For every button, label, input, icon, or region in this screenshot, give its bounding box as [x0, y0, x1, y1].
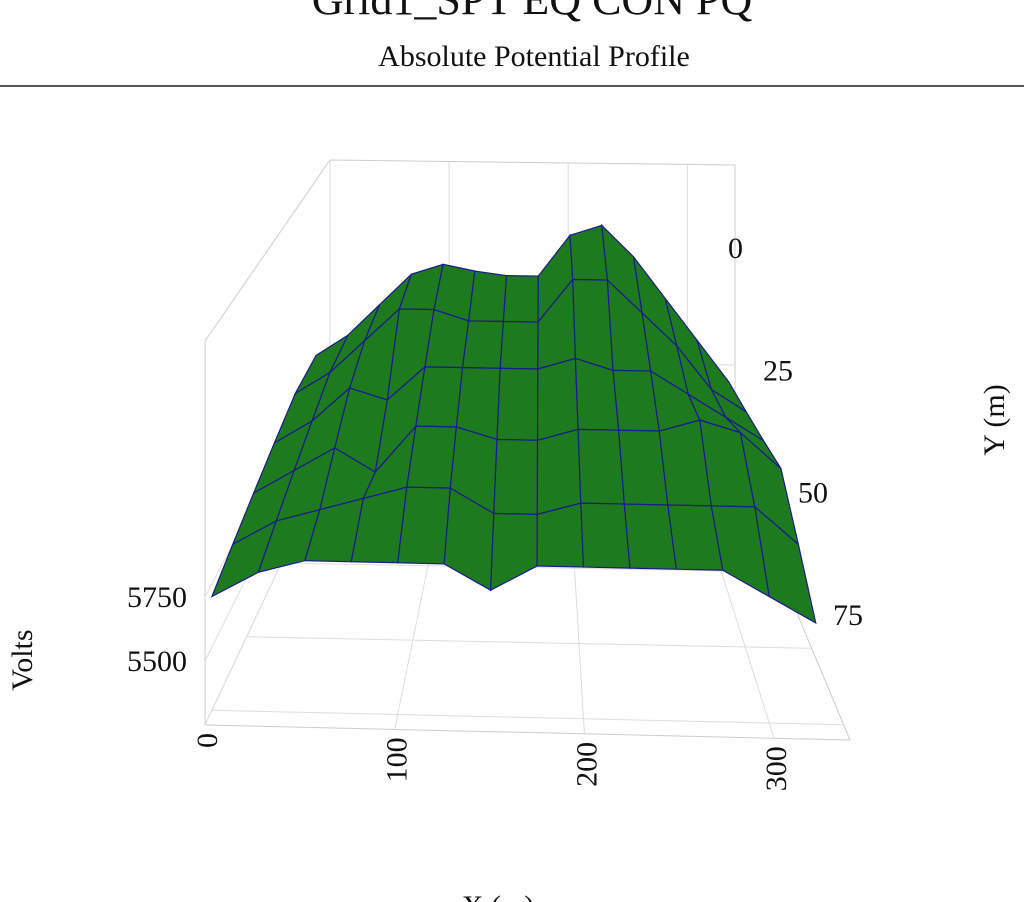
- surface-patch: [489, 512, 538, 592]
- chart-title: Grid1_SPT EQ CON PQ: [312, 0, 753, 24]
- z-axis-label: Volts: [6, 629, 39, 690]
- y-tick-label: 50: [798, 477, 828, 510]
- surface-patch: [580, 502, 631, 569]
- surface-patch: [753, 505, 817, 625]
- x-tick-label: 200: [570, 742, 603, 787]
- surface-patch: [536, 357, 579, 442]
- axis-box: [329, 159, 736, 166]
- surface-patch: [496, 367, 539, 441]
- surface-patch: [493, 438, 539, 515]
- z-tick-label: 5500: [127, 645, 187, 678]
- axis-box: [204, 724, 851, 741]
- surface-patch: [502, 274, 539, 323]
- x-tick-label: 100: [381, 737, 414, 782]
- surface-patch: [536, 502, 585, 568]
- x-axis-label: X (m): [462, 890, 534, 902]
- surface-patch: [577, 428, 625, 505]
- z-tick-label: 5750: [127, 581, 187, 614]
- grid-line: [246, 636, 812, 649]
- surface-patch: [397, 486, 451, 565]
- grid-line: [211, 709, 844, 726]
- axis-box: [204, 159, 331, 342]
- surface-patch: [536, 428, 582, 516]
- y-axis-label: Y (m): [978, 384, 1011, 455]
- surface-patch: [461, 320, 505, 369]
- y-tick-label: 0: [728, 232, 743, 265]
- y-tick-label: 75: [833, 599, 863, 632]
- surface-patch: [468, 270, 508, 323]
- y-tick-label: 25: [763, 354, 793, 387]
- surface-patch: [406, 425, 458, 489]
- chart-subtitle: Absolute Potential Profile: [378, 40, 690, 73]
- surface-patch: [499, 320, 539, 370]
- x-tick-label: 0: [191, 733, 224, 748]
- surface-patch: [569, 224, 609, 281]
- surface-patch: [572, 278, 614, 372]
- x-tick-label: 300: [760, 746, 793, 791]
